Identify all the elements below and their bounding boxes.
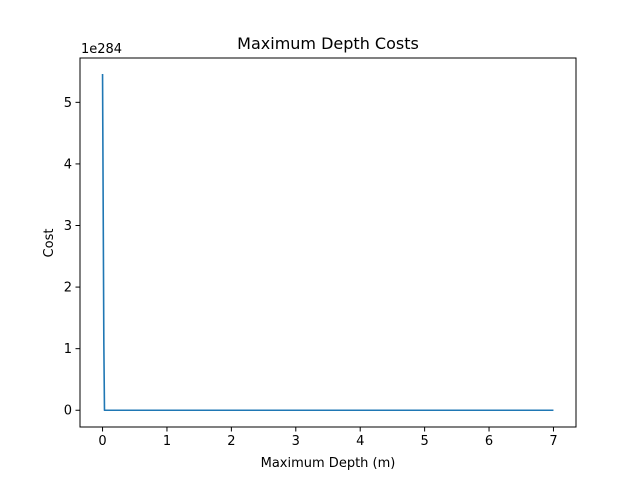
axes-frame (79, 57, 577, 428)
y-tick-label: 3 (64, 219, 72, 234)
x-tick-label: 2 (227, 434, 235, 449)
plot-area (101, 74, 554, 412)
x-tick-label: 1 (163, 434, 171, 449)
y-tick-label: 5 (64, 96, 72, 111)
y-tick-label: 2 (64, 281, 72, 296)
x-axis-ticks: 0 1 2 3 4 5 6 7 (98, 427, 558, 449)
x-tick-label: 6 (485, 434, 493, 449)
x-tick-label: 5 (420, 434, 428, 449)
x-axis-label: Maximum Depth (m) (261, 456, 396, 471)
y-tick-label: 1 (64, 342, 72, 357)
y-offset-label: 1e284 (81, 42, 122, 57)
y-tick-label: 0 (64, 404, 72, 419)
x-tick-label: 3 (292, 434, 300, 449)
chart-title: Maximum Depth Costs (237, 34, 419, 53)
x-tick-label: 0 (98, 434, 106, 449)
series-line-0 (101, 74, 554, 412)
x-tick-label: 7 (549, 434, 557, 449)
y-axis-ticks: 0 1 2 3 4 5 (64, 96, 80, 419)
y-tick-label: 4 (64, 157, 72, 172)
y-axis-label: Cost (42, 229, 57, 258)
x-tick-label: 4 (356, 434, 364, 449)
